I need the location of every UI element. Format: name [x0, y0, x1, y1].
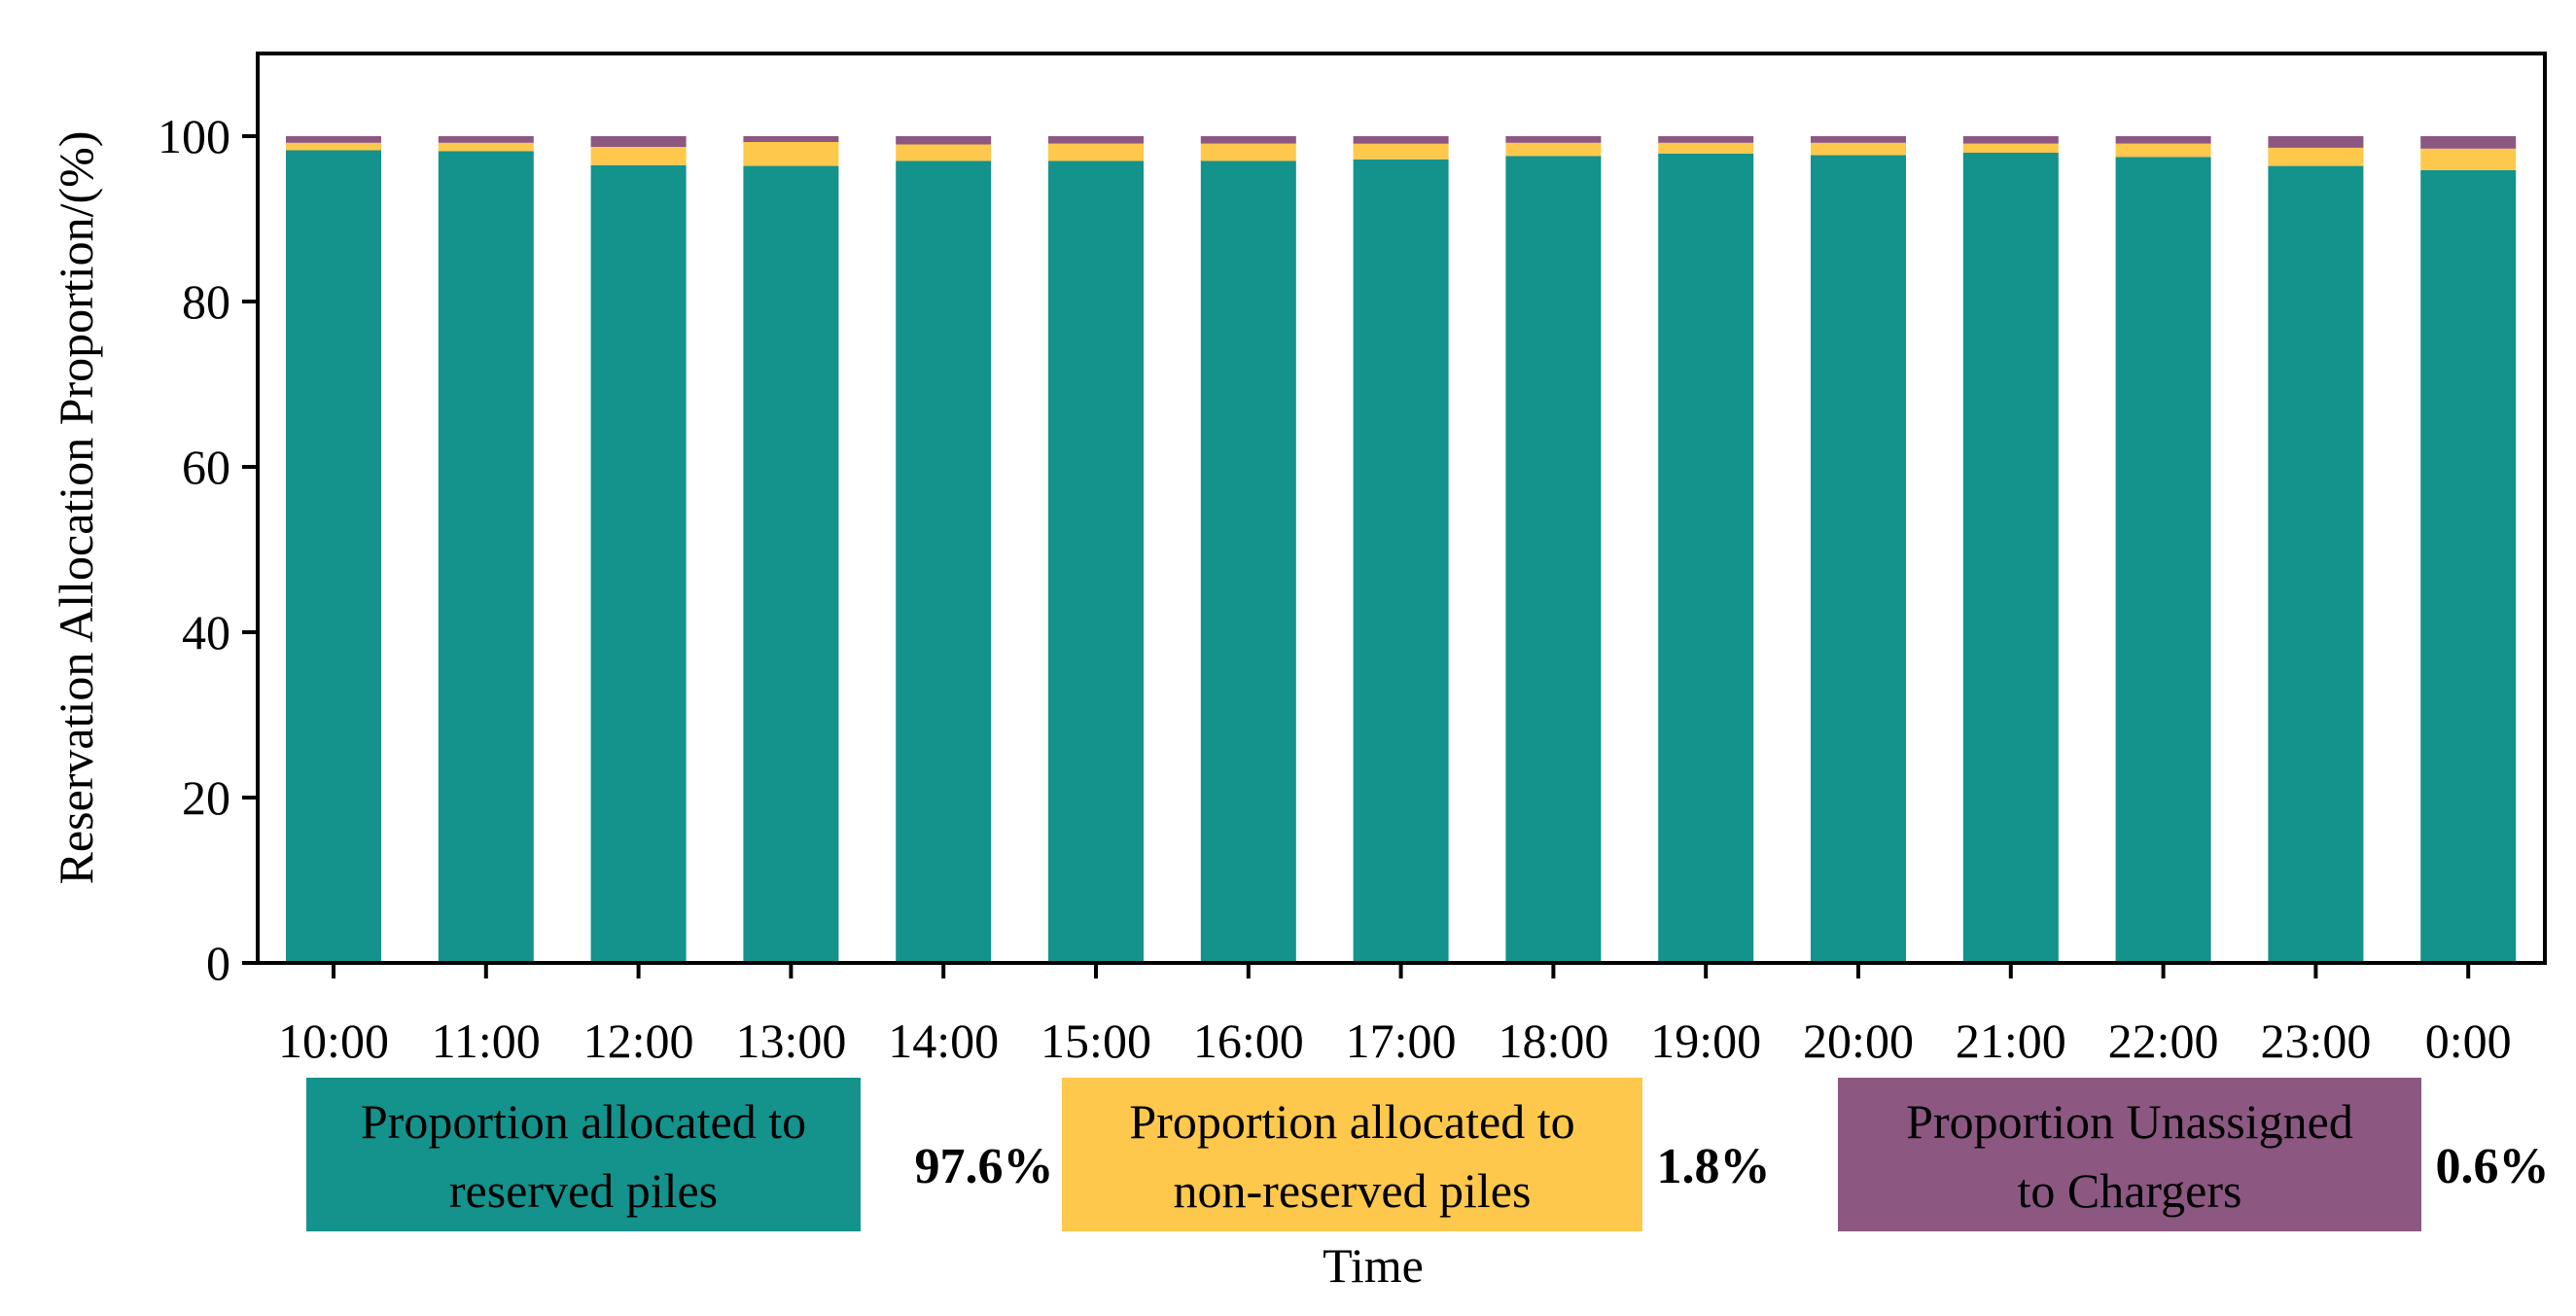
x-tick-label: 10:00	[278, 1014, 389, 1068]
bar-1500-series-3	[1048, 136, 1144, 144]
bar-000-series-3	[2420, 136, 2517, 149]
bar-1400-series-1	[896, 160, 992, 963]
bar-2300-series-2	[2268, 147, 2364, 166]
y-axis-label: Reservation Allocation Proportion/(%)	[49, 131, 103, 885]
bar-1300-series-3	[743, 136, 839, 142]
bar-1600-series-1	[1200, 160, 1296, 963]
bar-1400-series-2	[896, 144, 992, 161]
x-tick-label: 15:00	[1041, 1014, 1151, 1068]
bar-group	[286, 136, 2517, 964]
bar-1900-series-3	[1658, 136, 1754, 143]
bar-1400-series-3	[896, 136, 992, 145]
legend: Proportion allocated to reserved piles 97.…	[306, 1078, 2550, 1231]
x-tick-label: 0:00	[2425, 1014, 2512, 1068]
bar-1200-series-2	[590, 147, 687, 165]
x-tick-label: 11:00	[432, 1014, 541, 1068]
legend-label-line2: to Chargers	[2018, 1163, 2242, 1218]
x-tick-label: 19:00	[1650, 1014, 1761, 1068]
x-axis: 10:00 11:00 12:00 13:00 14:00 15:00 16:00 17:00…	[278, 963, 2512, 1068]
bar-000-series-2	[2420, 148, 2517, 170]
bar-1000-series-2	[286, 142, 381, 151]
bar-1600-series-3	[1200, 136, 1296, 144]
bar-2000-series-2	[1811, 142, 1906, 156]
legend-label-line2: reserved piles	[449, 1163, 718, 1218]
x-tick-label: 16:00	[1193, 1014, 1304, 1068]
bar-1300-series-2	[743, 141, 839, 166]
bar-2000-series-1	[1811, 155, 1906, 963]
bar-1200-series-3	[590, 136, 687, 147]
bar-1900-series-2	[1658, 142, 1754, 154]
x-tick-label: 17:00	[1346, 1014, 1457, 1068]
y-tick-label: 20	[182, 770, 230, 825]
y-axis: 0 20 40 60 80 100	[158, 109, 258, 990]
legend-label-line1: Proportion allocated to	[361, 1094, 806, 1149]
bar-1000-series-1	[286, 150, 381, 963]
bar-1900-series-1	[1658, 153, 1754, 963]
y-tick-label: 40	[182, 605, 230, 659]
bar-2200-series-3	[2115, 136, 2211, 144]
legend-item-1: Proportion allocated to reserved piles 97.…	[306, 1078, 1054, 1231]
x-tick-label: 18:00	[1498, 1014, 1608, 1068]
bar-1200-series-1	[590, 164, 687, 964]
bar-1300-series-1	[743, 165, 839, 964]
legend-percent: 1.8%	[1657, 1139, 1771, 1194]
bar-1700-series-3	[1353, 136, 1449, 144]
bar-1000-series-3	[286, 136, 381, 143]
y-tick-label: 0	[206, 936, 230, 990]
legend-label-line2: non-reserved piles	[1174, 1163, 1532, 1218]
bar-2200-series-1	[2115, 157, 2211, 964]
bar-1800-series-3	[1505, 136, 1602, 143]
bar-000-series-1	[2420, 169, 2517, 963]
legend-swatch	[306, 1078, 861, 1231]
bar-1500-series-1	[1048, 160, 1144, 963]
bar-2200-series-2	[2115, 143, 2211, 158]
bar-1100-series-3	[438, 136, 534, 143]
x-tick-label: 23:00	[2260, 1014, 2371, 1068]
x-tick-label: 20:00	[1803, 1014, 1914, 1068]
bar-1100-series-1	[438, 151, 534, 964]
y-tick-label: 100	[158, 109, 230, 163]
bar-2100-series-2	[1962, 143, 2059, 153]
bar-2100-series-1	[1962, 153, 2059, 963]
legend-percent: 97.6%	[915, 1139, 1054, 1194]
x-tick-label: 21:00	[1956, 1014, 2066, 1068]
legend-label-line1: Proportion Unassigned	[1906, 1094, 2353, 1149]
bar-1800-series-2	[1505, 142, 1602, 157]
bar-2000-series-3	[1811, 136, 1906, 143]
bar-1100-series-2	[438, 142, 534, 152]
legend-swatch	[1062, 1078, 1642, 1231]
legend-label-line1: Proportion allocated to	[1129, 1094, 1574, 1149]
bar-2300-series-3	[2268, 136, 2364, 148]
bar-1800-series-1	[1505, 156, 1602, 963]
bar-2100-series-3	[1962, 136, 2059, 144]
legend-item-3: Proportion Unassigned to Chargers 0.6%	[1838, 1078, 2550, 1231]
x-tick-label: 13:00	[735, 1014, 846, 1068]
x-tick-label: 22:00	[2108, 1014, 2219, 1068]
y-tick-label: 60	[182, 440, 230, 494]
bar-1500-series-2	[1048, 143, 1144, 161]
bar-2300-series-1	[2268, 165, 2364, 964]
x-tick-label: 14:00	[888, 1014, 999, 1068]
x-tick-label: 12:00	[583, 1014, 694, 1068]
y-tick-label: 80	[182, 274, 230, 329]
legend-percent: 0.6%	[2436, 1139, 2550, 1194]
legend-swatch	[1838, 1078, 2421, 1231]
legend-item-2: Proportion allocated to non-reserved pile…	[1062, 1078, 1771, 1231]
bar-1600-series-2	[1200, 143, 1296, 161]
x-axis-label: Time	[1323, 1238, 1424, 1293]
bar-1700-series-2	[1353, 143, 1449, 160]
bar-1700-series-1	[1353, 159, 1449, 964]
